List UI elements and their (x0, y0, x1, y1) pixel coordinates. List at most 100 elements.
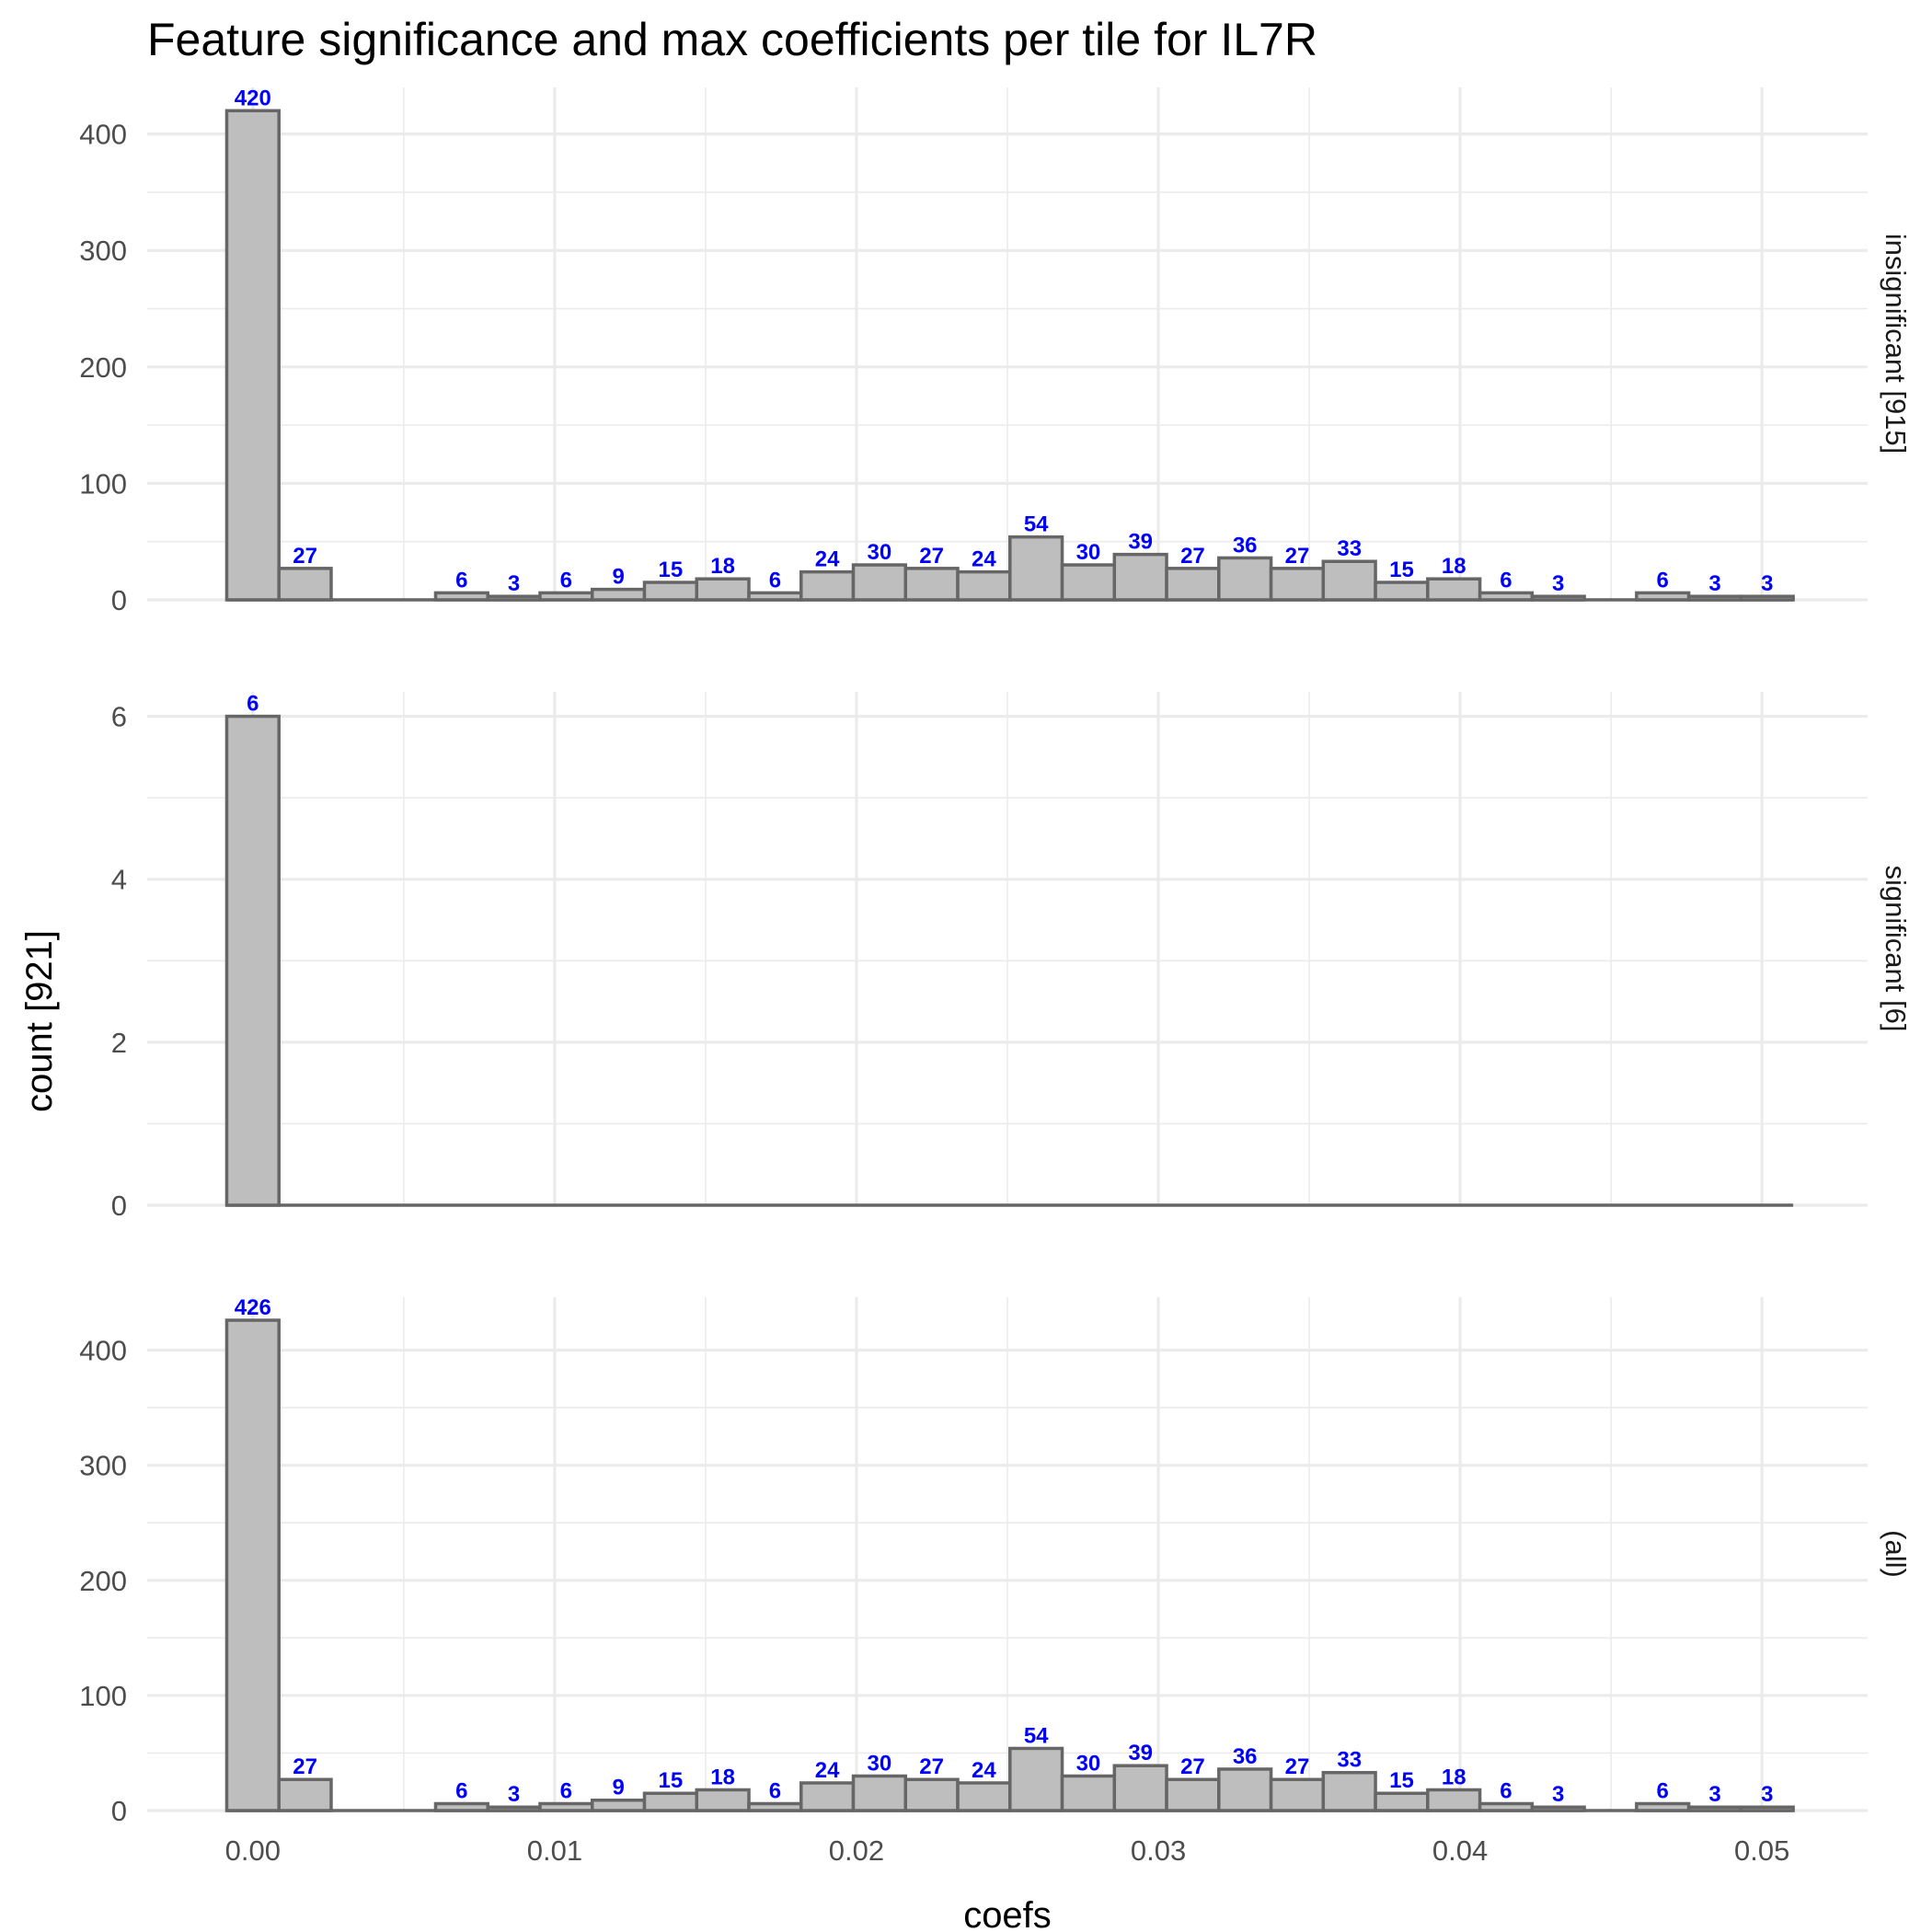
x-tick-label: 0.05 (1734, 1834, 1789, 1867)
y-tick-label: 400 (79, 119, 127, 151)
bar-count-label: 39 (1128, 1741, 1153, 1765)
bar-count-label: 27 (919, 544, 944, 569)
histogram-bar (1269, 567, 1326, 602)
histogram-bar (433, 591, 489, 602)
histogram-bar (1478, 591, 1535, 602)
histogram-bar (851, 1774, 908, 1812)
histogram-bar (851, 563, 908, 602)
bar-count-label: 6 (1500, 1778, 1512, 1803)
bar-count-label: 30 (1076, 1751, 1101, 1776)
histogram-bar (486, 1805, 542, 1812)
y-tick-label: 0 (111, 1795, 127, 1827)
bar-count-label: 54 (1024, 1723, 1049, 1748)
histogram-bar (695, 1788, 751, 1812)
histogram-bar (1008, 1746, 1064, 1812)
histogram-bar (486, 594, 542, 602)
bar-count-label: 18 (710, 1765, 735, 1789)
histogram-bar (1686, 1805, 1743, 1812)
histogram-bar (903, 567, 960, 602)
x-tick-label: 0.00 (225, 1834, 281, 1867)
bar-count-label: 30 (868, 1751, 892, 1776)
bar-count-label: 27 (1285, 1754, 1310, 1779)
bar-count-label: 15 (659, 1768, 684, 1793)
histogram-bar (1321, 1770, 1377, 1812)
bar-count-label: 3 (1552, 1782, 1564, 1807)
histogram-bar (1530, 594, 1586, 602)
histogram-bar (1112, 552, 1168, 602)
histogram-bar (956, 569, 1012, 602)
histogram-bar (224, 109, 281, 602)
bar-count-label: 15 (1389, 558, 1414, 582)
bar-count-label: 27 (1180, 544, 1205, 569)
histogram-bar (590, 587, 647, 602)
y-tick-label: 300 (79, 235, 127, 267)
y-tick-label: 200 (79, 1565, 127, 1597)
histogram-bar (1635, 1801, 1691, 1812)
bar-count-label: 3 (1761, 571, 1773, 596)
bar-count-label: 27 (1180, 1754, 1205, 1779)
bar-count-label: 30 (868, 540, 892, 565)
bar-count-label: 3 (1708, 1782, 1720, 1807)
histogram-bar (1374, 581, 1430, 602)
histogram-bar (1165, 1777, 1221, 1812)
histogram-bar (799, 1781, 856, 1812)
bar-count-label: 18 (1442, 554, 1466, 579)
bar-count-label: 6 (560, 1778, 572, 1803)
bar-count-label: 27 (293, 544, 317, 569)
bar-count-label: 33 (1337, 1748, 1362, 1773)
x-tick-label: 0.04 (1432, 1834, 1488, 1867)
bar-count-label: 54 (1024, 512, 1049, 537)
bar-count-label: 6 (1657, 568, 1669, 592)
y-tick-label: 300 (79, 1450, 127, 1482)
histogram-bar (1060, 563, 1117, 602)
y-tick-label: 400 (79, 1335, 127, 1367)
histogram-bar (1321, 559, 1377, 602)
bar-count-label: 6 (769, 568, 781, 592)
bar-count-label: 18 (710, 554, 735, 579)
bar-count-label: 3 (1761, 1782, 1773, 1807)
bar-count-label: 6 (247, 692, 259, 717)
bar-count-label: 27 (919, 1754, 944, 1779)
x-tick-label: 0.01 (527, 1834, 582, 1867)
histogram-bar (747, 1801, 803, 1812)
histogram-bar (1217, 1767, 1273, 1812)
y-tick-label: 100 (79, 467, 127, 500)
bar-count-label: 15 (1389, 1768, 1414, 1793)
bar-count-label: 3 (508, 1782, 520, 1807)
x-axis: 0.00 0.01 0.02 0.03 0.04 0.05 (225, 1834, 1790, 1867)
y-tick-label: 0 (111, 1190, 127, 1222)
histogram-bar (224, 714, 281, 1207)
histogram-bar (1008, 535, 1064, 602)
panel-2: 0 2 4 6 6 significant [6] (111, 692, 1912, 1222)
histogram-bar (1060, 1774, 1117, 1812)
bar-count-label: 3 (1552, 571, 1564, 596)
y-tick-label: 200 (79, 351, 127, 384)
histogram-bar (1112, 1764, 1168, 1812)
bar-count-label: 27 (293, 1754, 317, 1779)
bar-count-label: 426 (235, 1295, 271, 1320)
histogram-bar (538, 1801, 594, 1812)
histogram-bar (1635, 591, 1691, 602)
x-axis-title: coefs (963, 1895, 1052, 1932)
x-tick-label: 0.03 (1131, 1834, 1186, 1867)
facet-strip-label: insignificant [915] (1880, 234, 1912, 454)
facet-strip-label: (all) (1880, 1530, 1912, 1578)
histogram-bar (1165, 567, 1221, 602)
y-tick-label: 100 (79, 1680, 127, 1712)
bar-count-label: 15 (659, 558, 684, 582)
bar-count-label: 6 (1500, 568, 1512, 592)
bar-count-label: 30 (1076, 540, 1101, 565)
histogram-bar (1426, 577, 1482, 602)
histogram-bar (538, 591, 594, 602)
bar-count-label: 6 (1657, 1778, 1669, 1803)
histogram-bar (1217, 556, 1273, 602)
facet-strip-label: significant [6] (1880, 866, 1912, 1032)
bar-count-label: 420 (235, 86, 271, 110)
bar-count-label: 24 (972, 547, 996, 572)
y-tick-label: 0 (111, 584, 127, 616)
bar-count-label: 6 (769, 1778, 781, 1803)
bar-count-label: 6 (455, 1778, 467, 1803)
histogram-bar (1739, 594, 1795, 602)
